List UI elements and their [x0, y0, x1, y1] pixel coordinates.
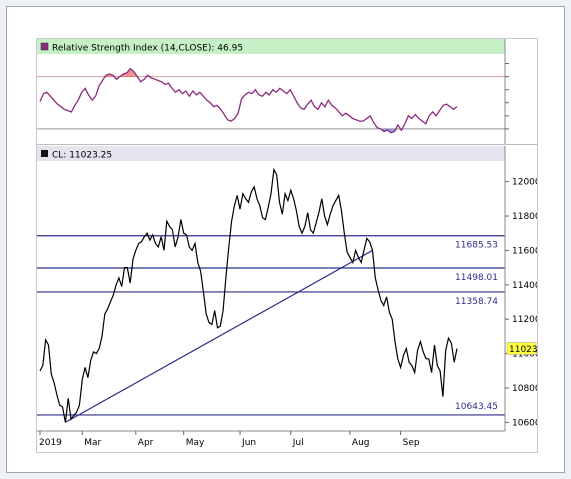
y-tick-label: 11200: [512, 315, 537, 325]
price-header-bar: [37, 146, 505, 161]
y-tick-label: 12000: [512, 178, 537, 188]
rsi-series-line: [39, 67, 458, 134]
level-label: 11498.01: [455, 273, 498, 283]
y-tick-label: 10800: [512, 384, 537, 394]
x-tick-label: Aug: [352, 438, 370, 448]
x-tick-label: Jul: [292, 438, 304, 448]
last-price-badge: [506, 342, 537, 355]
x-tick-label: Jun: [241, 438, 256, 448]
color-swatch-icon: [40, 42, 49, 51]
level-label: 11358.74: [455, 297, 498, 307]
y-tick-label: 11600: [512, 246, 537, 256]
x-tick-label: May: [186, 438, 205, 448]
chart-frame: Relative Strength Index (14,CLOSE): 46.9…: [6, 6, 565, 473]
chart-area: Relative Strength Index (14,CLOSE): 46.9…: [36, 38, 541, 453]
y-tick-label: 11400: [512, 281, 537, 291]
price-plot: 11685.53 11498.01 11358.74 10643.45: [37, 167, 505, 423]
price-title: CL: 11023.25: [52, 151, 112, 161]
y-tick-label: 10600: [512, 418, 537, 428]
color-swatch-icon: [41, 150, 48, 157]
y-tick-label: 11800: [512, 212, 537, 222]
last-price-label: 11023: [509, 345, 537, 355]
level-label: 11685.53: [455, 241, 498, 251]
axes: 1060010800110001120011400116001180012000…: [39, 63, 541, 448]
level-label: 10643.45: [455, 402, 498, 412]
trendline: [65, 249, 373, 423]
rsi-header-bar: [37, 39, 505, 54]
x-tick-label: 2019: [39, 438, 62, 448]
rsi-plot: [37, 67, 505, 134]
price-series-line: [39, 167, 458, 423]
x-tick-label: Apr: [138, 438, 154, 448]
x-tick-label: Sep: [403, 438, 420, 448]
chart-svg: Relative Strength Index (14,CLOSE): 46.9…: [37, 39, 541, 448]
x-tick-label: Mar: [84, 438, 101, 448]
rsi-title: Relative Strength Index (14,CLOSE): 46.9…: [52, 44, 243, 54]
